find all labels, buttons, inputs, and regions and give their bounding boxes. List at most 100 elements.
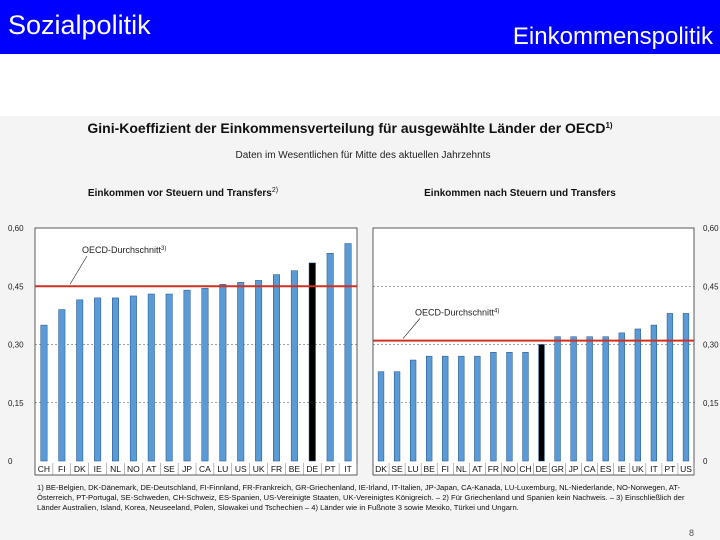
bar-dk xyxy=(377,371,385,462)
bar-no xyxy=(506,352,513,462)
bar-ch xyxy=(40,324,48,462)
category-label: AT xyxy=(146,464,156,474)
chart-title: Gini-Koeffizient der Einkommensverteilun… xyxy=(87,120,613,136)
category-label: FI xyxy=(58,464,66,474)
category-label: DK xyxy=(375,464,387,474)
category-label: FR xyxy=(488,464,499,474)
bar-fr xyxy=(273,274,280,462)
bar-pt xyxy=(666,313,674,462)
slide-header: Sozialpolitik Einkommenspolitik xyxy=(0,0,720,54)
category-label: CH xyxy=(38,464,50,474)
y-tick-label-left: 0,60 xyxy=(8,224,24,233)
y-tick-label-right: 0,45 xyxy=(703,282,719,291)
category-label: FR xyxy=(271,464,282,474)
category-label: GR xyxy=(551,464,564,474)
category-label: PT xyxy=(664,464,675,474)
bar-se xyxy=(393,371,401,462)
oecd-leader-line xyxy=(69,255,88,285)
chart-footnote: 1) BE-Belgien, DK-Dänemark, DE-Deutschla… xyxy=(37,483,685,512)
category-label: JP xyxy=(569,464,579,474)
category-label: DE xyxy=(306,464,318,474)
bar-it xyxy=(344,243,352,462)
bar-fr xyxy=(490,352,497,462)
category-label: IE xyxy=(94,464,102,474)
y-tick-label-right: 0,60 xyxy=(703,224,719,233)
category-label: BE xyxy=(424,464,436,474)
bar-gr xyxy=(554,336,561,462)
bar-fi xyxy=(58,309,66,462)
category-label: CH xyxy=(519,464,531,474)
category-label: IT xyxy=(650,464,658,474)
bar-us xyxy=(237,282,245,462)
bar-es xyxy=(602,336,609,462)
category-label: PT xyxy=(325,464,336,474)
bar-lu xyxy=(409,359,417,462)
y-tick-label-right: 0,30 xyxy=(703,341,719,350)
panel-frame xyxy=(372,227,695,476)
bar-ca xyxy=(201,287,209,462)
slide-title-left: Sozialpolitik xyxy=(8,10,151,40)
panel-frame xyxy=(34,227,358,476)
y-tick-label-left: 0,30 xyxy=(8,341,24,350)
category-label: DE xyxy=(536,464,548,474)
chart-panel-1: Einkommen vor Steuern und Transfers2) CH F… xyxy=(34,187,358,476)
y-tick-label-left: 0,45 xyxy=(8,282,24,291)
slide-title-right: Einkommenspolitik xyxy=(512,23,713,50)
category-label: SE xyxy=(163,464,175,474)
bar-uk xyxy=(255,280,263,462)
category-label: IE xyxy=(618,464,626,474)
category-label: SE xyxy=(391,464,403,474)
category-label: UK xyxy=(253,464,265,474)
bar-us xyxy=(682,313,690,462)
category-label: LU xyxy=(408,464,419,474)
category-label: CA xyxy=(584,464,596,474)
oecd-leader-line xyxy=(402,318,421,339)
category-label: US xyxy=(680,464,692,474)
bar-it xyxy=(650,324,658,462)
category-label: IT xyxy=(344,464,352,474)
category-label: NO xyxy=(503,464,516,474)
bar-nl xyxy=(458,355,465,462)
category-label: FI xyxy=(441,464,449,474)
category-label: LU xyxy=(217,464,228,474)
bar-no xyxy=(129,295,137,462)
category-label: AT xyxy=(472,464,482,474)
oecd-average-label: OECD-Durchschnitt3) xyxy=(82,245,166,255)
bar-at xyxy=(474,355,481,462)
category-label: DK xyxy=(74,464,86,474)
oecd-average-label: OECD-Durchschnitt4) xyxy=(415,307,499,317)
category-label: NL xyxy=(110,464,121,474)
y-tick-label-left: 0 xyxy=(8,457,13,466)
panel-title: Einkommen vor Steuern und Transfers2) xyxy=(88,187,278,199)
bar-jp xyxy=(183,289,191,462)
bar-de xyxy=(308,262,316,462)
bar-be xyxy=(426,355,433,462)
bar-at xyxy=(147,293,155,462)
bar-fi xyxy=(442,355,449,462)
y-tick-label-left: 0,15 xyxy=(8,399,24,408)
bar-se xyxy=(165,293,173,462)
chart-area: 0,60 0,60 0,45 0,45 0,30 0,30 0,15 0,15 0 0 Einkom… xyxy=(8,187,719,476)
category-label: BE xyxy=(289,464,301,474)
category-label: NO xyxy=(127,464,140,474)
chart-subtitle: Daten im Wesentlichen für Mitte des aktu… xyxy=(236,150,491,161)
y-tick-label-right: 0,15 xyxy=(703,399,719,408)
chart-panel-2: Einkommen nach Steuern und Transfers DK SE… xyxy=(372,188,695,476)
bar-de xyxy=(538,344,545,462)
bar-ca xyxy=(586,336,593,462)
category-label: UK xyxy=(632,464,644,474)
category-label: ES xyxy=(600,464,612,474)
category-label: JP xyxy=(182,464,192,474)
bar-pt xyxy=(326,252,334,462)
bar-jp xyxy=(570,336,577,462)
bar-ch xyxy=(522,352,529,462)
category-label: CA xyxy=(199,464,211,474)
bar-ie xyxy=(94,297,102,462)
bar-nl xyxy=(112,297,119,462)
category-label: NL xyxy=(456,464,467,474)
bar-be xyxy=(290,270,298,462)
y-tick-label-right: 0 xyxy=(703,457,708,466)
bar-ie xyxy=(618,332,625,462)
slide-page-number: 8 xyxy=(688,528,694,538)
gini-chart: Gini-Koeffizient der Einkommensverteilun… xyxy=(8,120,719,476)
